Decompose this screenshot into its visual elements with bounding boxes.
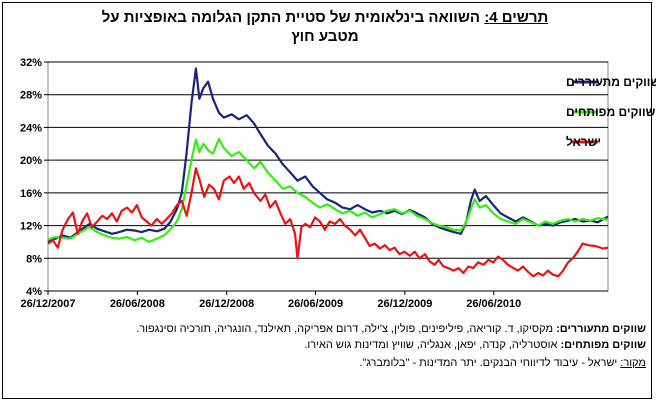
y-tick-label: 28% [20, 90, 42, 102]
y-tick-label: 20% [20, 155, 42, 167]
x-tick-label: 26/12/2008 [199, 298, 254, 310]
note-emerging-text: מקסיקו, ד. קוריאה, פיליפינים, פולין, צ'י… [136, 323, 557, 335]
note-developed-label: שווקים מפותחים: [560, 339, 646, 351]
y-tick-label: 16% [20, 188, 42, 200]
x-tick-label: 26/06/2009 [288, 298, 343, 310]
x-tick-label: 26/12/2009 [377, 298, 432, 310]
x-tick-label: 26/06/2008 [110, 298, 165, 310]
series-line-3 [47, 167, 609, 278]
legend-label-2: ממוצע שווקים מפותחים [566, 105, 656, 119]
title-label: תרשים 4: [484, 9, 549, 26]
note-emerging-label: שווקים מתעוררים: [556, 323, 646, 335]
note-developed-text: אוסטרליה, קנדה, יפאן, אנגליה, שוויץ ומדי… [304, 339, 561, 351]
note-developed: שווקים מפותחים: אוסטרליה, קנדה, יפאן, אנ… [26, 338, 646, 352]
note-source-text: ישראל - עיבוד לדיווחי הבנקים. יתר המדינו… [359, 357, 621, 369]
series-line-1 [47, 67, 609, 243]
legend-label-3: ישראל [566, 135, 601, 149]
title-line1: השוואה בינלאומית של סטיית התקן הגלומה בא… [101, 9, 485, 26]
note-source: מקור: ישראל - עיבוד לדיווחי הבנקים. יתר … [26, 356, 646, 370]
y-tick-label: 4% [26, 286, 42, 298]
series-line-2 [47, 137, 609, 243]
title-line2: מטבע חוץ [291, 28, 359, 45]
y-tick-label: 12% [20, 221, 42, 233]
plot-area [47, 61, 609, 292]
y-tick-label: 8% [26, 253, 42, 265]
legend-label-1: ממוצע שווקים מתעוררים [566, 75, 656, 89]
note-source-label: מקור: [620, 357, 646, 369]
chart-title: תרשים 4: השוואה בינלאומית של סטיית התקן … [20, 8, 630, 46]
y-tick-label: 24% [20, 122, 42, 134]
x-tick-label: 26/06/2010 [466, 298, 521, 310]
x-tick-label: 26/12/2007 [20, 298, 75, 310]
y-tick-label: 32% [20, 57, 42, 69]
note-emerging: שווקים מתעוררים: מקסיקו, ד. קוריאה, פילי… [26, 322, 646, 336]
